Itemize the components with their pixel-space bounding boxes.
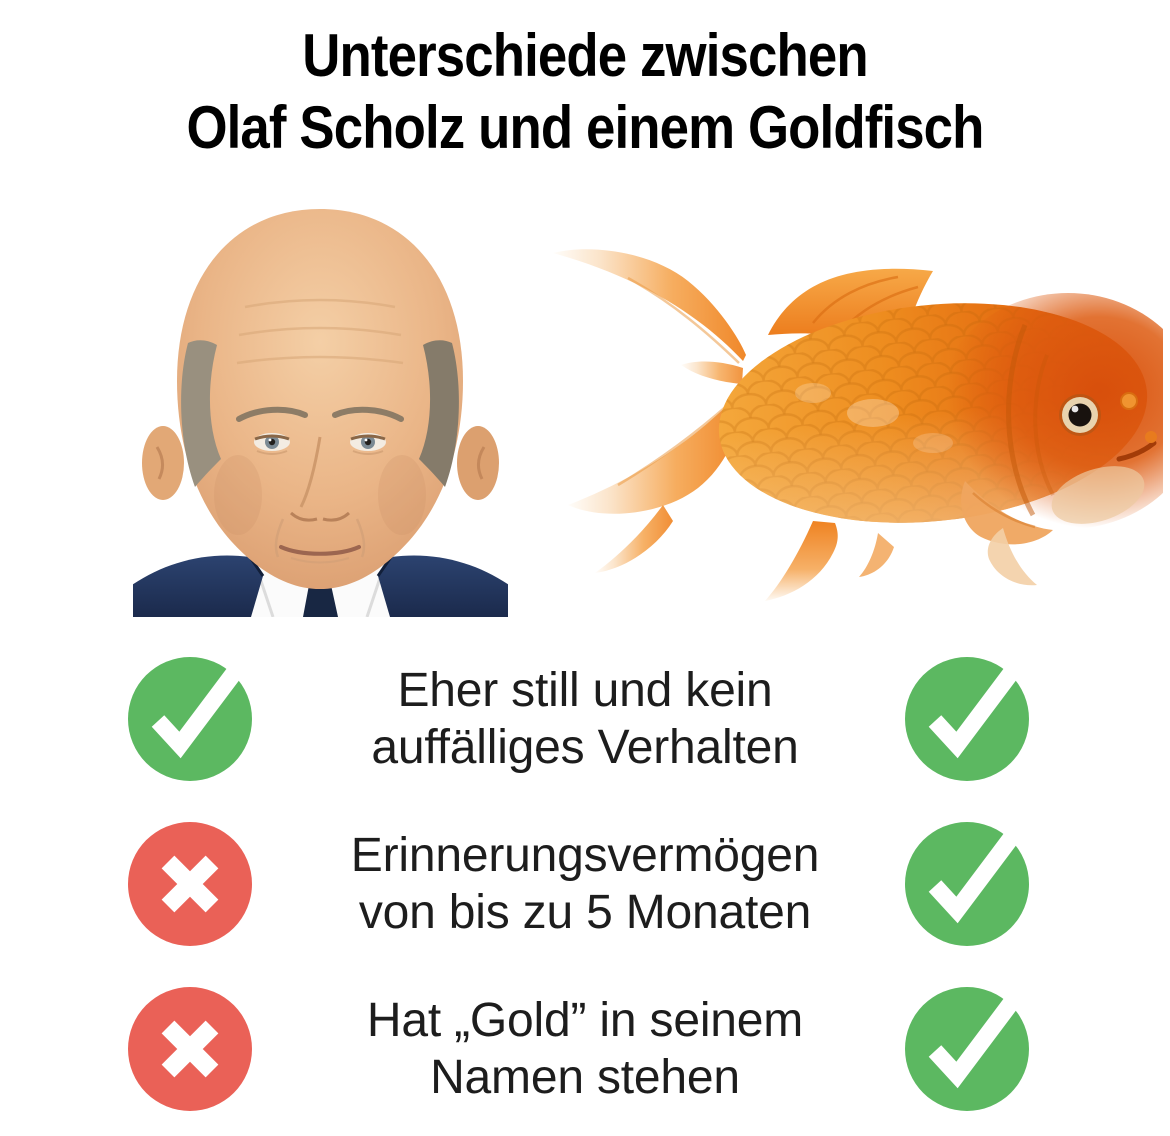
goldfish-illustration: [553, 249, 1163, 601]
trait-text: Hat „Gold” in seinem Namen stehen: [225, 992, 945, 1106]
trait-line: Hat „Gold” in seinem: [366, 994, 804, 1047]
goldfish-result-icon: [905, 822, 1029, 946]
check-icon: [905, 987, 1029, 1111]
title-line-2: Olaf Scholz und einem Goldfisch: [186, 94, 984, 161]
comparison-row: Erinnerungsvermögen von bis zu 5 Monaten: [0, 822, 1170, 946]
cross-icon: [128, 987, 252, 1111]
trait-line: auffälliges Verhalten: [371, 721, 799, 774]
scholz-result-icon: [128, 987, 252, 1111]
olaf-scholz-illustration: [133, 209, 508, 617]
olaf-scholz-photo: [133, 195, 508, 617]
goldfish-result-icon: [905, 657, 1029, 781]
goldfish-photo: [513, 243, 1163, 611]
check-icon: [128, 657, 252, 781]
trait-line: von bis zu 5 Monaten: [358, 886, 812, 939]
scholz-result-icon: [128, 657, 252, 781]
trait-line: Namen stehen: [430, 1051, 740, 1104]
trait-line: Erinnerungsvermögen: [350, 829, 820, 882]
check-icon: [905, 822, 1029, 946]
scholz-result-icon: [128, 822, 252, 946]
check-icon: [905, 657, 1029, 781]
title-line-1: Unterschiede zwischen: [302, 22, 868, 89]
comparison-row: Eher still und kein auffälliges Verhalte…: [0, 657, 1170, 781]
comparison-row: Hat „Gold” in seinem Namen stehen: [0, 987, 1170, 1111]
page-title: Unterschiede zwischen Olaf Scholz und ei…: [0, 20, 1170, 164]
cross-icon: [128, 822, 252, 946]
trait-text: Eher still und kein auffälliges Verhalte…: [225, 662, 945, 776]
goldfish-result-icon: [905, 987, 1029, 1111]
trait-line: Eher still und kein: [397, 664, 773, 717]
trait-text: Erinnerungsvermögen von bis zu 5 Monaten: [225, 827, 945, 941]
